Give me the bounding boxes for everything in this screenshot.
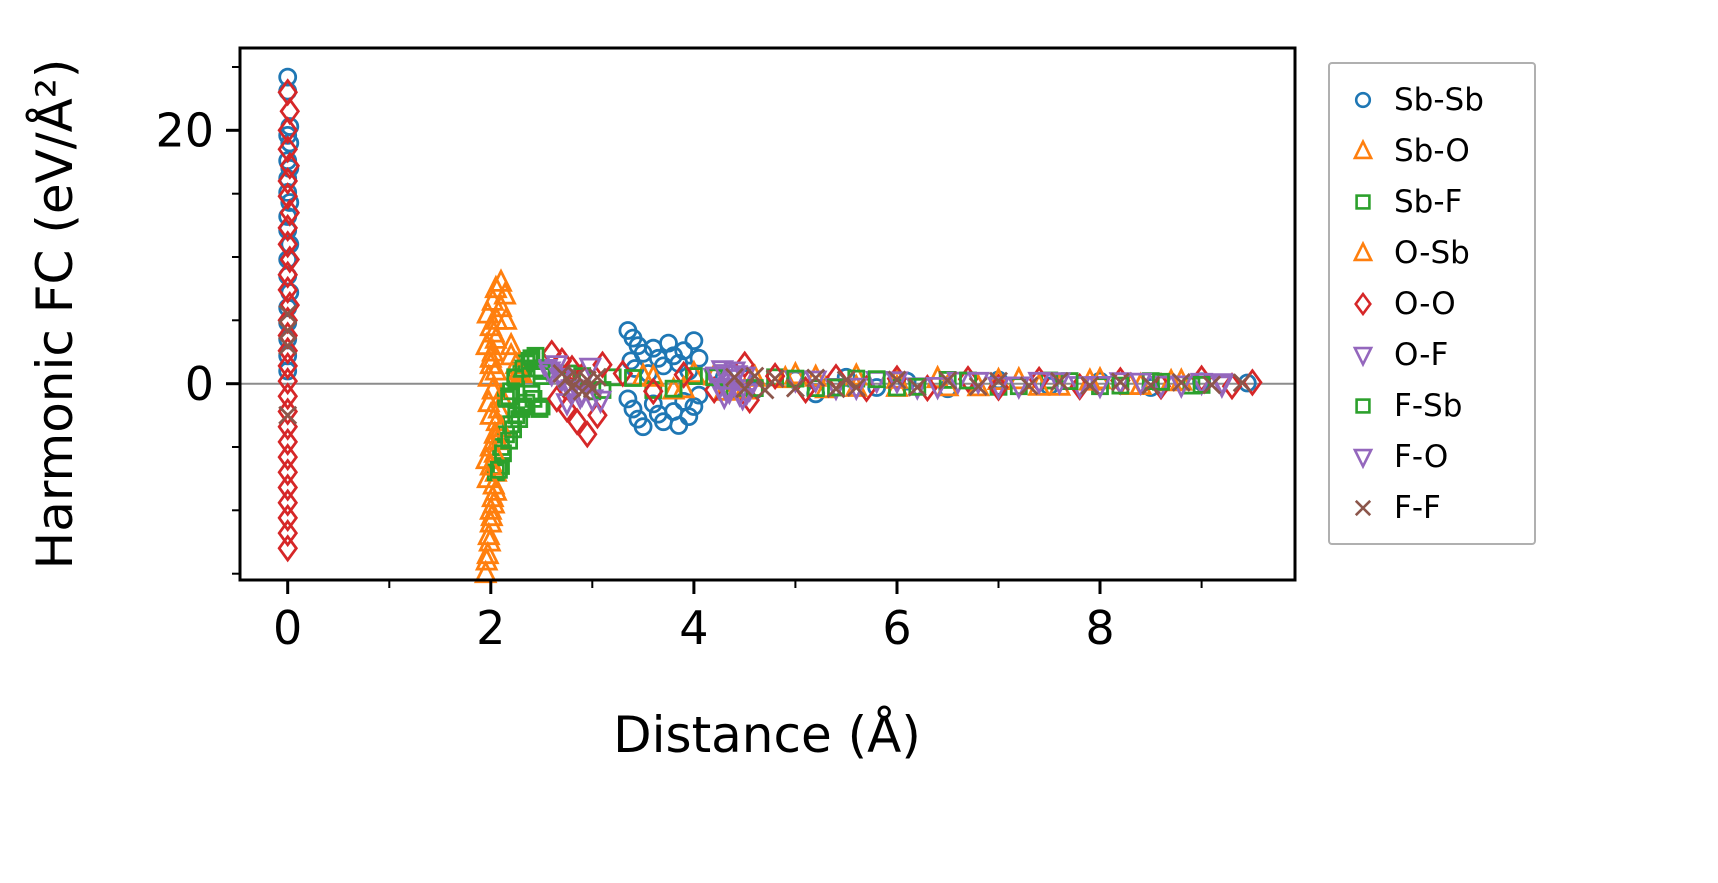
legend-item: O-F xyxy=(1346,329,1528,380)
legend: Sb-Sb Sb-O Sb-F O-Sb O-O O-F F-Sb F-O xyxy=(1328,62,1536,545)
plot-border xyxy=(238,46,1297,582)
series-f-f xyxy=(278,304,1252,425)
y-axis-label: Harmonic FC (eV/Å²) xyxy=(26,59,84,570)
legend-label: Sb-F xyxy=(1394,183,1463,220)
legend-label: O-F xyxy=(1394,336,1449,373)
square-marker-icon xyxy=(1355,397,1371,414)
x-tick-label: 8 xyxy=(1085,601,1114,655)
triangle-up-marker-icon xyxy=(1352,138,1374,159)
legend-label: O-Sb xyxy=(1394,234,1470,271)
x-tick-label: 2 xyxy=(476,601,505,655)
y-tick-label: 0 xyxy=(185,357,214,411)
triangle-down-marker-icon xyxy=(1352,346,1374,367)
legend-item: F-Sb xyxy=(1346,380,1528,431)
legend-label: F-Sb xyxy=(1394,387,1463,424)
legend-label: Sb-Sb xyxy=(1394,81,1484,118)
legend-item: O-Sb xyxy=(1346,227,1528,278)
x-tick-label: 0 xyxy=(273,601,302,655)
legend-item: Sb-O xyxy=(1346,125,1528,176)
x-axis-label: Distance (Å) xyxy=(613,706,921,764)
legend-item: F-F xyxy=(1346,482,1528,533)
legend-label: F-F xyxy=(1394,489,1441,526)
x-tick-label: 4 xyxy=(679,601,708,655)
legend-item: O-O xyxy=(1346,278,1528,329)
legend-label: F-O xyxy=(1394,438,1449,475)
legend-label: O-O xyxy=(1394,285,1456,322)
legend-item: Sb-F xyxy=(1346,176,1528,227)
triangle-up-marker-icon xyxy=(1352,240,1374,261)
y-tick-label: 20 xyxy=(155,103,214,157)
legend-label: Sb-O xyxy=(1394,132,1470,169)
series-f-sb xyxy=(489,346,1211,479)
triangle-down-marker-icon xyxy=(1352,448,1374,469)
diamond-marker-icon xyxy=(1354,291,1372,316)
circle-marker-icon xyxy=(1354,91,1372,108)
legend-item: F-O xyxy=(1346,431,1528,482)
square-marker-icon xyxy=(1355,193,1371,210)
plot-content: 0 2 4 6 8 0 20 xyxy=(155,46,1297,655)
legend-item: Sb-Sb xyxy=(1346,74,1528,125)
series-o-o xyxy=(277,78,1263,563)
x-tick-label: 6 xyxy=(882,601,911,655)
x-marker-icon xyxy=(1354,499,1372,516)
